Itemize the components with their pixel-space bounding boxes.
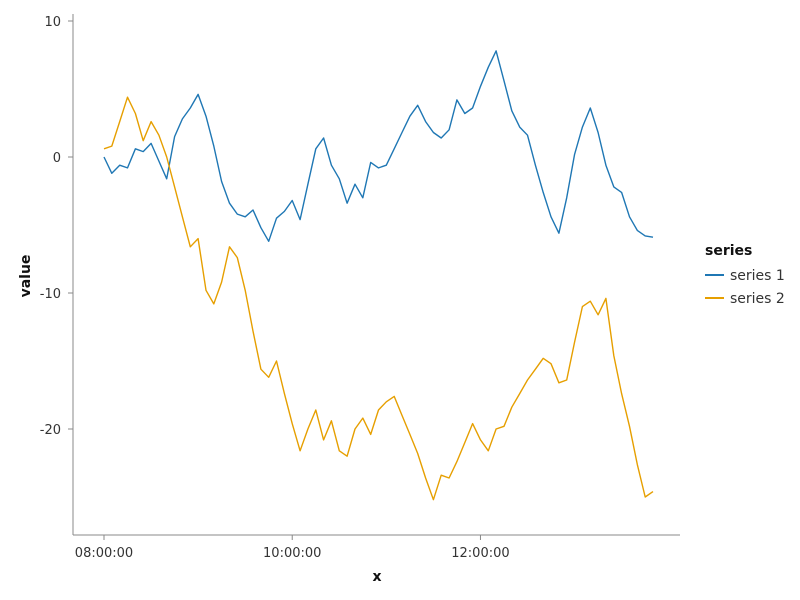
legend-title: series <box>705 243 752 259</box>
series-line-2 <box>103 96 654 501</box>
x-axis-title: x <box>372 569 381 585</box>
axes: 10 0 -10 -20 08:00:00 10:00:00 12:00:00 <box>40 14 680 561</box>
legend: series series 1 series 2 <box>705 243 785 307</box>
y-tick-label: 10 <box>44 15 61 30</box>
x-tick-label: 10:00:00 <box>263 546 321 561</box>
x-tick-label: 08:00:00 <box>75 546 133 561</box>
y-tick-label: -10 <box>40 287 61 302</box>
y-tick-label: 0 <box>53 151 61 166</box>
legend-label-1: series 1 <box>730 268 785 284</box>
x-tick-label: 12:00:00 <box>451 546 509 561</box>
series-layer <box>103 50 654 501</box>
y-axis-title: value <box>18 255 34 298</box>
y-tick-label: -20 <box>40 423 61 438</box>
series-line-1 <box>103 50 654 242</box>
legend-label-2: series 2 <box>730 291 785 307</box>
